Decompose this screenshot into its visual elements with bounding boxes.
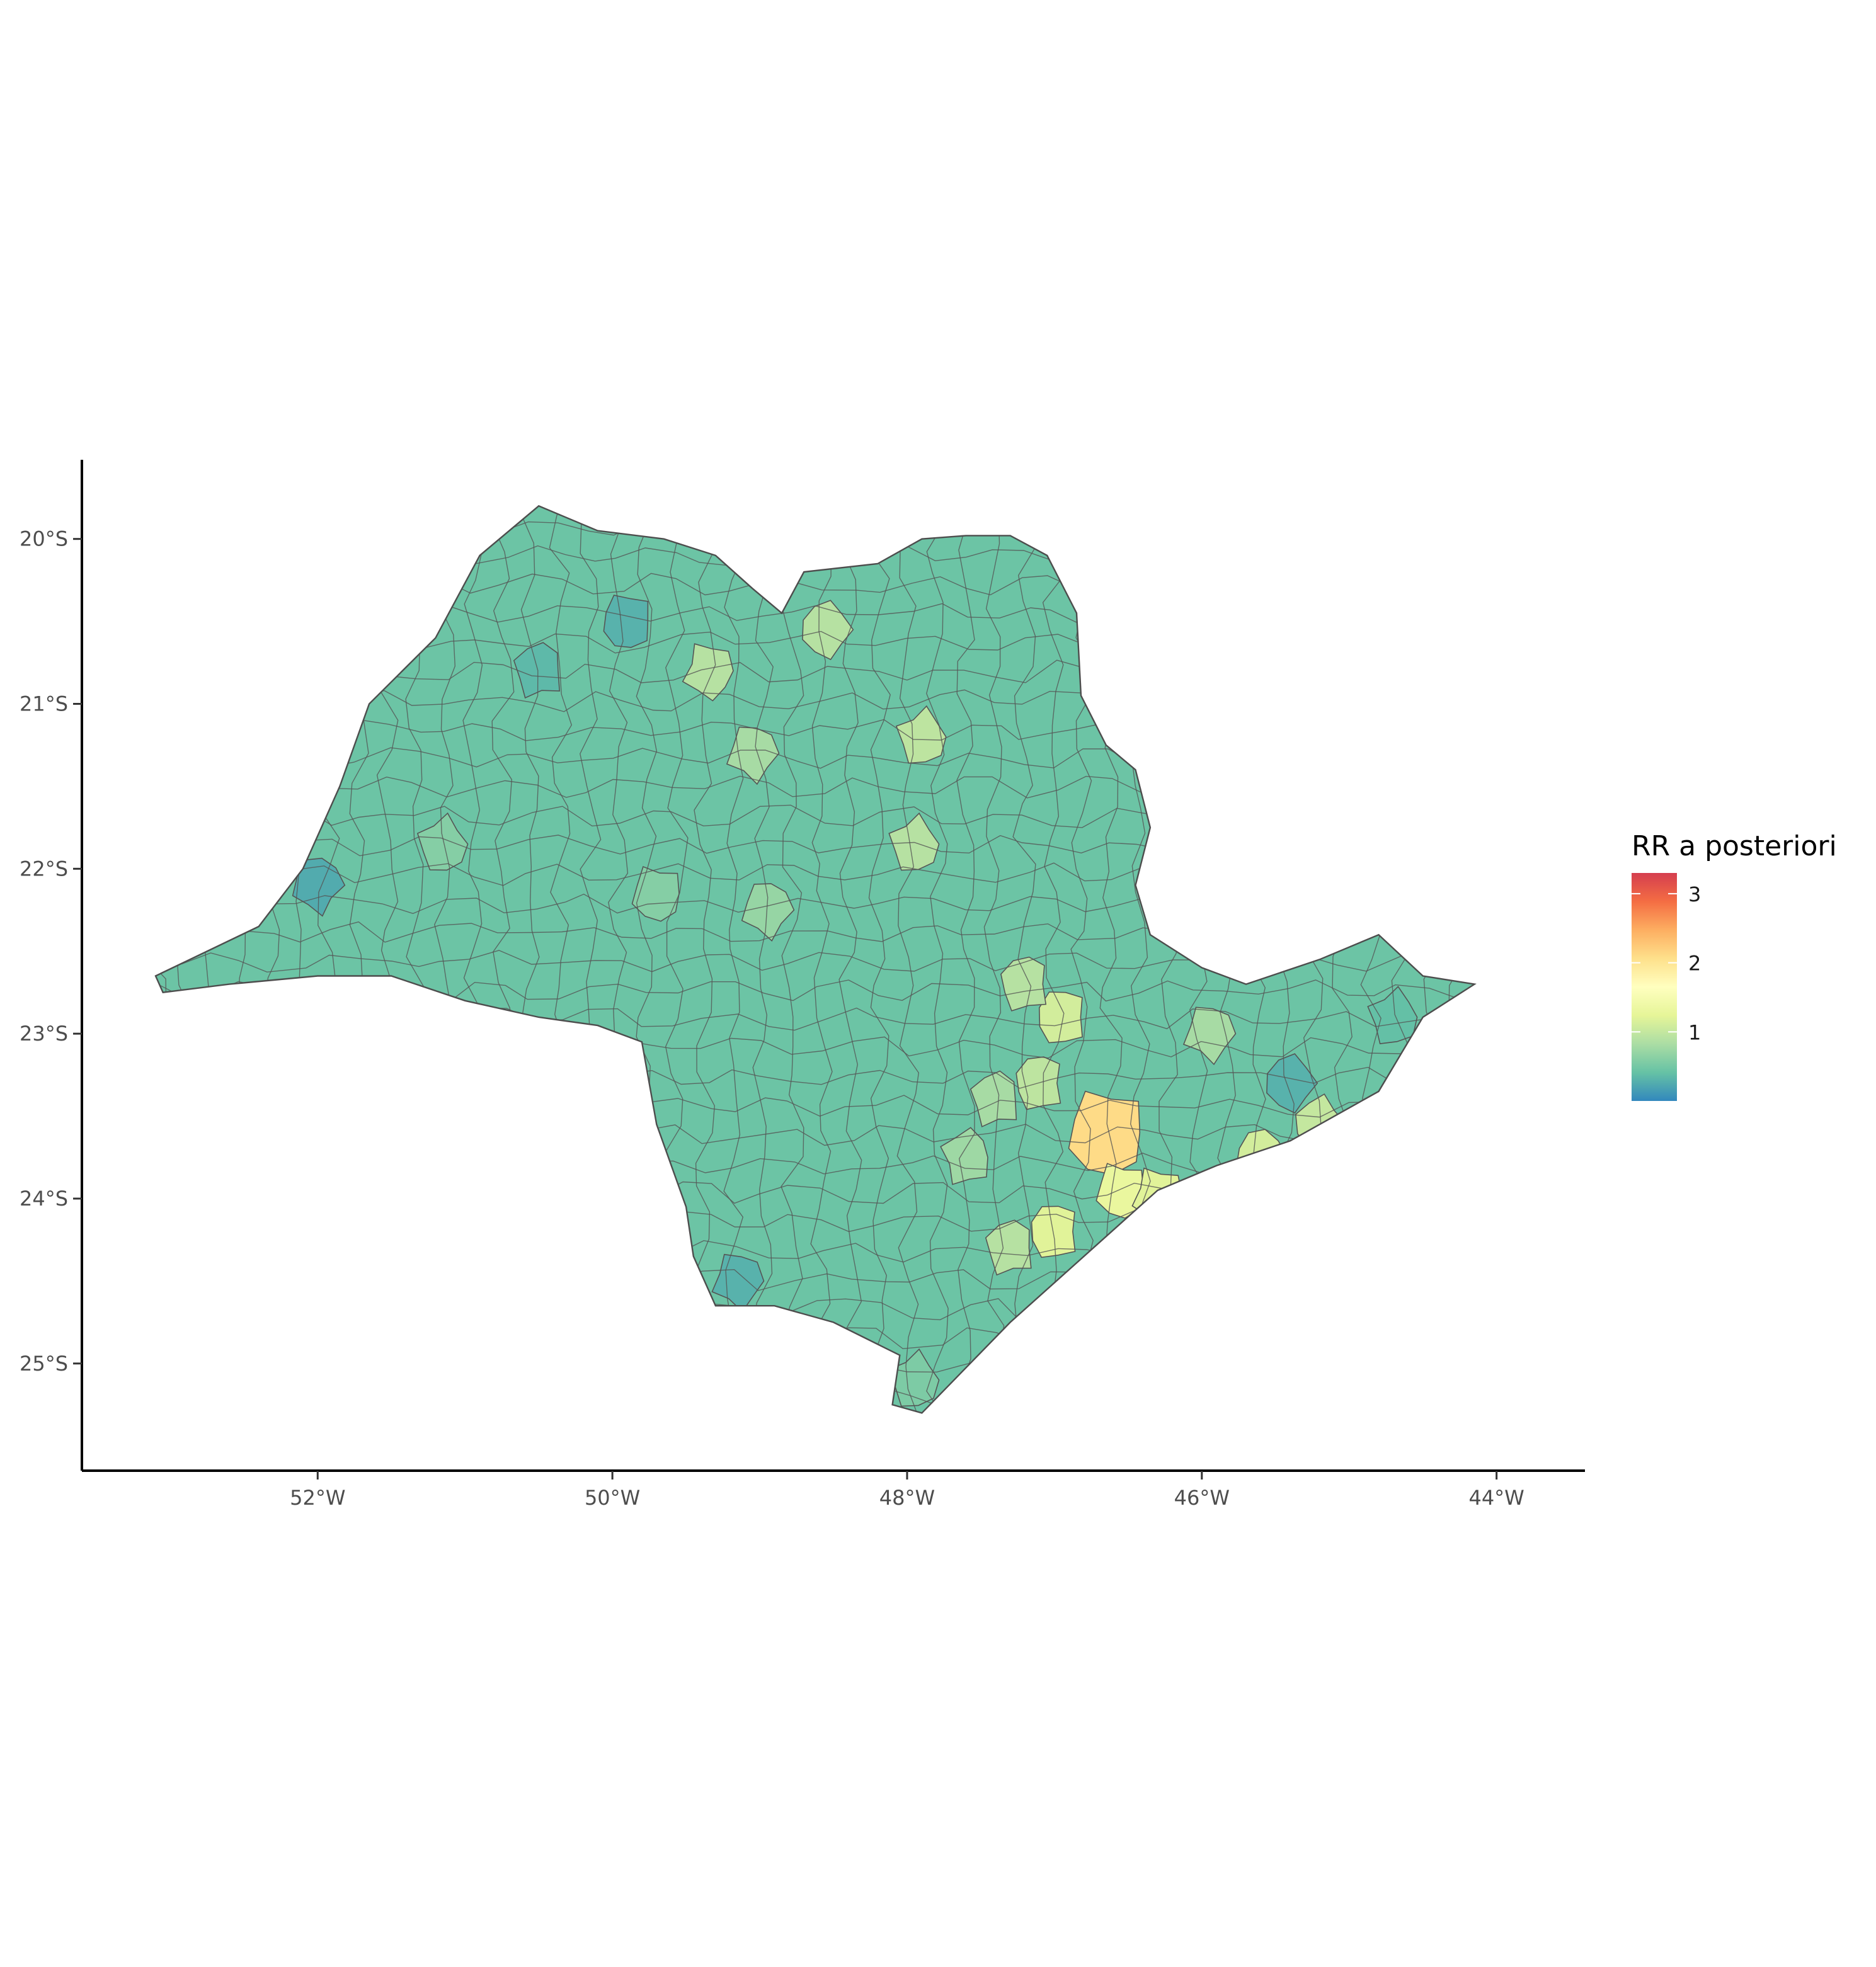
municipality-area <box>1266 1053 1318 1114</box>
legend-label: 2 <box>1688 952 1701 976</box>
x-tick-label: 50°W <box>585 1486 640 1510</box>
legend-colorbar <box>1632 873 1677 1101</box>
map-panel <box>154 505 1477 1414</box>
municipality-area <box>513 642 561 699</box>
x-tick-label: 52°W <box>290 1486 345 1510</box>
municipality-area <box>1274 1143 1325 1204</box>
municipality-area <box>888 812 940 871</box>
legend-ticks: 1 2 3 <box>1632 882 1701 1044</box>
y-tick-label: 20°S <box>20 527 68 551</box>
x-tick-label: 48°W <box>879 1486 935 1510</box>
y-tick-label: 25°S <box>20 1352 68 1376</box>
municipality-area <box>779 1318 832 1379</box>
state-border <box>154 505 1477 1414</box>
y-tick-label: 21°S <box>20 692 68 716</box>
legend: RR a posteriori 1 2 3 <box>1632 830 1837 1101</box>
y-tick-label: 24°S <box>20 1187 68 1211</box>
y-tick-label: 23°S <box>20 1022 68 1046</box>
municipality-area <box>895 705 947 764</box>
legend-title: RR a posteriori <box>1632 830 1837 862</box>
y-tick-label: 22°S <box>20 857 68 881</box>
municipality-area <box>1000 956 1047 1012</box>
municipality-area <box>940 1127 988 1185</box>
axes: 52°W 50°W 48°W 46°W 44°W 20°S 21°S 22°S 23°S 24°… <box>20 460 1585 1510</box>
legend-label: 1 <box>1688 1020 1701 1044</box>
municipality-area <box>726 726 780 785</box>
municipality-area <box>416 812 469 871</box>
municipality-area <box>603 595 649 648</box>
municipality-area <box>969 1070 1017 1127</box>
municipality-area <box>1038 991 1083 1044</box>
municipality-area <box>802 600 854 661</box>
y-axis-ticks: 20°S 21°S 22°S 23°S 24°S 25°S <box>20 527 82 1376</box>
municipality-area <box>1068 1090 1141 1175</box>
x-axis-ticks: 52°W 50°W 48°W 46°W 44°W <box>290 1471 1524 1510</box>
x-tick-label: 44°W <box>1468 1486 1524 1510</box>
x-tick-label: 46°W <box>1174 1486 1230 1510</box>
legend-label: 3 <box>1688 882 1701 906</box>
municipality-area <box>711 1253 765 1313</box>
municipality-area <box>292 857 346 917</box>
